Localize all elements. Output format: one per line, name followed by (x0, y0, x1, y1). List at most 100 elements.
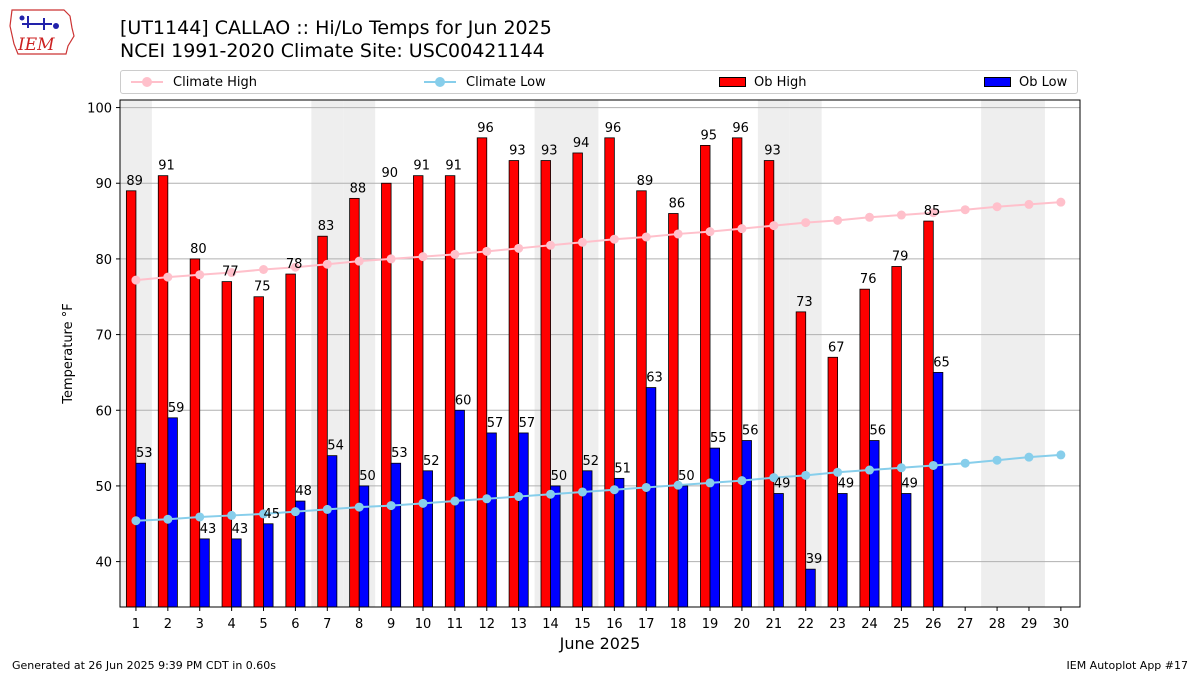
climate-high-point (641, 232, 651, 242)
ob-high-bar (540, 160, 551, 608)
x-tick-label: 18 (670, 617, 687, 632)
ob-high-label: 78 (286, 257, 303, 272)
climate-high-point (833, 215, 843, 225)
ob-high-bar (572, 152, 583, 608)
ob-low-label: 50 (678, 469, 695, 484)
climate-high-point (577, 237, 587, 247)
ob-low-label: 43 (200, 522, 217, 537)
y-tick-label: 90 (95, 177, 112, 192)
ob-high-bar (189, 258, 201, 608)
ob-low-label: 57 (487, 416, 504, 431)
climate-low-point (450, 496, 460, 506)
x-tick-label: 22 (797, 617, 814, 632)
climate-high-point (928, 208, 938, 218)
legend-climate-low: Climate Low (424, 71, 546, 93)
ob-high-bar (157, 175, 169, 608)
ob-high-bar (285, 273, 296, 608)
ob-low-label: 53 (391, 446, 408, 461)
x-tick-label: 9 (387, 617, 395, 632)
x-tick-label: 13 (510, 617, 527, 632)
generated-note: Generated at 26 Jun 2025 9:39 PM CDT in … (12, 659, 277, 672)
chart-legend: Climate High Climate Low Ob High Ob Low (120, 70, 1078, 94)
ob-high-bar (508, 160, 520, 608)
ob-high-label: 83 (318, 219, 335, 234)
ob-low-bar (932, 372, 944, 608)
y-tick-label: 40 (95, 556, 112, 571)
ob-high-label: 93 (509, 144, 526, 159)
ob-high-label: 91 (158, 159, 175, 174)
x-tick-label: 24 (861, 617, 878, 632)
ob-high-label: 80 (190, 242, 207, 257)
ob-high-bar (604, 137, 615, 608)
x-tick-label: 28 (989, 617, 1006, 632)
x-tick-label: 11 (447, 617, 464, 632)
ob-high-bar (763, 160, 775, 608)
legend-ob-high-label: Ob High (754, 74, 807, 90)
x-axis-title: June 2025 (559, 634, 641, 653)
y-tick-label: 50 (95, 480, 112, 495)
ob-low-bar (709, 447, 721, 608)
climate-high-point (354, 256, 364, 266)
ob-high-bar (253, 296, 264, 608)
ob-high-label: 93 (541, 144, 558, 159)
ob-low-label: 39 (806, 552, 823, 567)
ob-low-label: 56 (870, 424, 887, 439)
climate-low-point (737, 476, 747, 486)
climate-low-point (386, 501, 396, 511)
climate-low-point (514, 492, 524, 502)
climate-low-point (354, 502, 364, 512)
legend-climate-low-label: Climate Low (466, 74, 546, 90)
x-tick-label: 27 (957, 617, 974, 632)
ob-low-label: 55 (710, 431, 727, 446)
climate-high-point (227, 268, 237, 278)
x-tick-label: 12 (479, 617, 496, 632)
ob-low-label: 59 (168, 401, 185, 416)
climate-low-line-icon (424, 75, 456, 89)
ob-low-bar (869, 440, 880, 608)
climate-high-line (135, 201, 1061, 282)
ob-high-label: 86 (669, 197, 686, 212)
ob-high-label: 89 (126, 174, 143, 189)
climate-high-point (992, 202, 1002, 212)
climate-low-point (896, 463, 906, 473)
x-tick-label: 7 (323, 617, 331, 632)
x-tick-label: 21 (766, 617, 783, 632)
ob-high-label: 73 (796, 295, 813, 310)
climate-low-point (195, 512, 205, 522)
x-tick-label: 29 (1021, 617, 1038, 632)
ob-high-label: 96 (605, 121, 622, 136)
ob-low-label: 43 (232, 522, 249, 537)
ob-low-bar (199, 538, 210, 608)
climate-high-point (769, 221, 779, 231)
ob-low-label: 49 (774, 476, 791, 491)
ob-low-label: 49 (901, 476, 918, 491)
weekend-shade (120, 100, 152, 607)
x-tick-label: 15 (574, 617, 591, 632)
ob-high-bar (668, 213, 679, 608)
climate-low-point (641, 482, 651, 492)
climate-low-point (163, 514, 173, 524)
climate-low-point (1024, 452, 1034, 462)
ob-high-bar (795, 311, 807, 608)
x-tick-label: 23 (829, 617, 846, 632)
climate-low-point (546, 489, 556, 499)
climate-low-point (418, 498, 428, 508)
x-tick-label: 2 (164, 617, 172, 632)
x-tick-label: 26 (925, 617, 942, 632)
climate-high-point (896, 210, 906, 220)
legend-ob-low-label: Ob Low (1019, 74, 1068, 90)
climate-high-point (1024, 199, 1034, 209)
legend-ob-low: Ob Low (984, 71, 1067, 93)
climate-high-point (259, 265, 269, 275)
app-credit: IEM Autoplot App #17 (1066, 659, 1189, 672)
ob-high-swatch-icon (719, 77, 746, 87)
x-tick-label: 16 (606, 617, 623, 632)
ob-low-bar (295, 500, 306, 608)
climate-high-point (1056, 197, 1066, 207)
climate-high-point (450, 249, 460, 259)
ob-high-label: 79 (892, 249, 909, 264)
ob-low-label: 57 (519, 416, 536, 431)
climate-low-point (259, 509, 269, 519)
ob-low-bar (422, 470, 433, 608)
